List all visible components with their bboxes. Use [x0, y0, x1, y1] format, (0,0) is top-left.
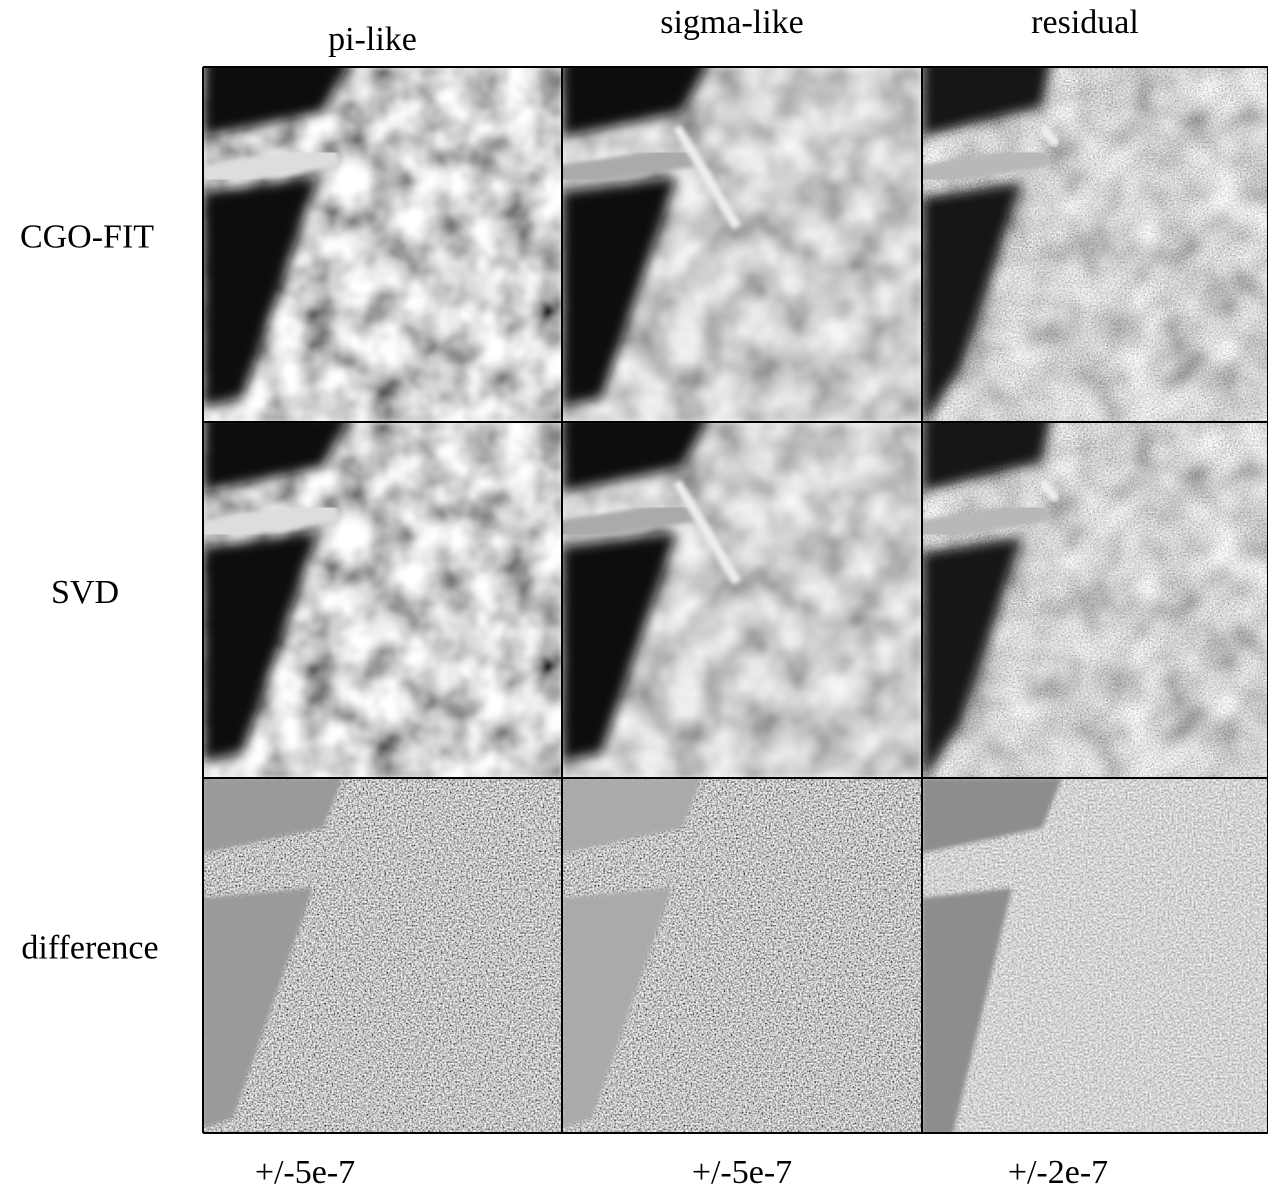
shadow — [562, 532, 677, 762]
image-panel — [562, 67, 922, 422]
image-panel — [203, 67, 562, 422]
image-panel — [922, 67, 1268, 422]
flat — [922, 778, 1062, 853]
dark-region — [922, 422, 1050, 778]
streak — [673, 479, 741, 585]
shadow — [922, 537, 1022, 778]
flat — [562, 888, 672, 1128]
image-panel — [203, 778, 562, 1133]
flat-region — [203, 778, 343, 1128]
dark-region — [203, 67, 348, 407]
flat-region — [562, 778, 702, 1128]
shadow — [562, 177, 677, 407]
image-panel — [562, 778, 922, 1133]
shadow — [922, 67, 1050, 137]
streak — [673, 124, 741, 230]
scale-label: +/-5e-7 — [255, 1154, 355, 1191]
row-label: difference — [21, 929, 158, 966]
shadow — [562, 422, 707, 492]
shadow — [562, 67, 707, 137]
flat — [203, 778, 343, 853]
flat — [922, 888, 1012, 1133]
flat — [562, 778, 702, 853]
image-panel — [562, 422, 922, 778]
column-header: pi-like — [328, 21, 417, 58]
streak — [1038, 479, 1061, 503]
scale-label: +/-5e-7 — [692, 1154, 792, 1191]
shadow — [203, 532, 318, 762]
bar — [562, 499, 699, 543]
shadow — [922, 182, 1022, 422]
shadow — [203, 422, 348, 492]
row-label: SVD — [51, 574, 119, 611]
column-header: sigma-like — [660, 4, 804, 41]
streak — [1038, 124, 1061, 148]
flat-region — [922, 778, 1062, 1133]
scale-label: +/-2e-7 — [1008, 1154, 1108, 1191]
image-panel — [922, 778, 1268, 1133]
shadow — [203, 177, 318, 407]
bar — [922, 499, 1049, 543]
image-panel — [203, 422, 562, 778]
bar — [562, 144, 699, 188]
dark-region — [922, 67, 1050, 422]
row-label: CGO-FIT — [20, 218, 154, 255]
bar — [922, 144, 1049, 188]
flat — [203, 888, 313, 1128]
shadow — [922, 422, 1050, 492]
image-panel — [922, 422, 1268, 778]
bar — [203, 499, 340, 543]
dark-region — [562, 67, 707, 407]
bar — [203, 144, 340, 188]
shadow — [203, 67, 348, 137]
dark-region — [562, 422, 707, 762]
column-header: residual — [1031, 4, 1139, 41]
dark-region — [203, 422, 348, 762]
